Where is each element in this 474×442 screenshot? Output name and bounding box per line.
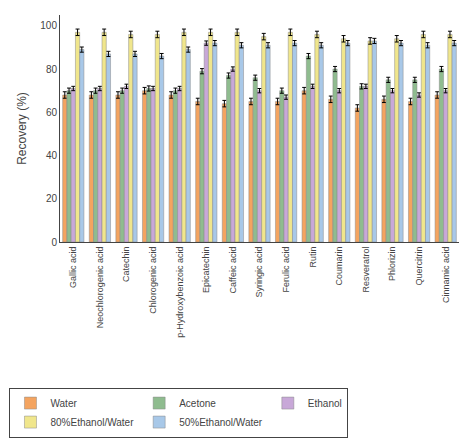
svg-text:Ethanol: Ethanol bbox=[308, 398, 342, 409]
svg-text:Ferulic acid: Ferulic acid bbox=[281, 247, 291, 293]
svg-text:Phlorizin: Phlorizin bbox=[387, 247, 397, 282]
svg-text:Quercitrin: Quercitrin bbox=[414, 247, 424, 286]
svg-text:Gallic acid: Gallic acid bbox=[68, 247, 78, 289]
svg-text:Acetone: Acetone bbox=[179, 398, 216, 409]
svg-text:Syringic acid: Syringic acid bbox=[254, 247, 264, 298]
svg-text:Rutin: Rutin bbox=[308, 247, 318, 268]
svg-text:80%Ethanol/Water: 80%Ethanol/Water bbox=[50, 417, 134, 428]
svg-text:Chlorogenic acid: Chlorogenic acid bbox=[148, 247, 158, 314]
svg-text:50%Ethanol/Water: 50%Ethanol/Water bbox=[179, 417, 263, 428]
svg-text:Epicatechin: Epicatechin bbox=[201, 247, 211, 294]
svg-text:60: 60 bbox=[46, 107, 58, 118]
svg-text:Neochlorogenic acid: Neochlorogenic acid bbox=[95, 247, 105, 329]
svg-text:Coumarin: Coumarin bbox=[334, 247, 344, 286]
svg-text:Cinnamic acid: Cinnamic acid bbox=[441, 247, 451, 304]
svg-text:100: 100 bbox=[40, 20, 57, 31]
svg-text:20: 20 bbox=[46, 193, 58, 204]
svg-text:Caffeic acid: Caffeic acid bbox=[228, 247, 238, 294]
svg-text:0: 0 bbox=[51, 237, 57, 248]
svg-text:Resveratrol: Resveratrol bbox=[361, 247, 371, 293]
svg-text:Water: Water bbox=[50, 398, 77, 409]
svg-text:p-Hydroxybenzoic acid: p-Hydroxybenzoic acid bbox=[175, 247, 185, 338]
svg-text:Recovery (%): Recovery (%) bbox=[15, 92, 29, 165]
svg-text:40: 40 bbox=[46, 150, 58, 161]
svg-text:80: 80 bbox=[46, 64, 58, 75]
svg-text:Catechin: Catechin bbox=[121, 247, 131, 283]
